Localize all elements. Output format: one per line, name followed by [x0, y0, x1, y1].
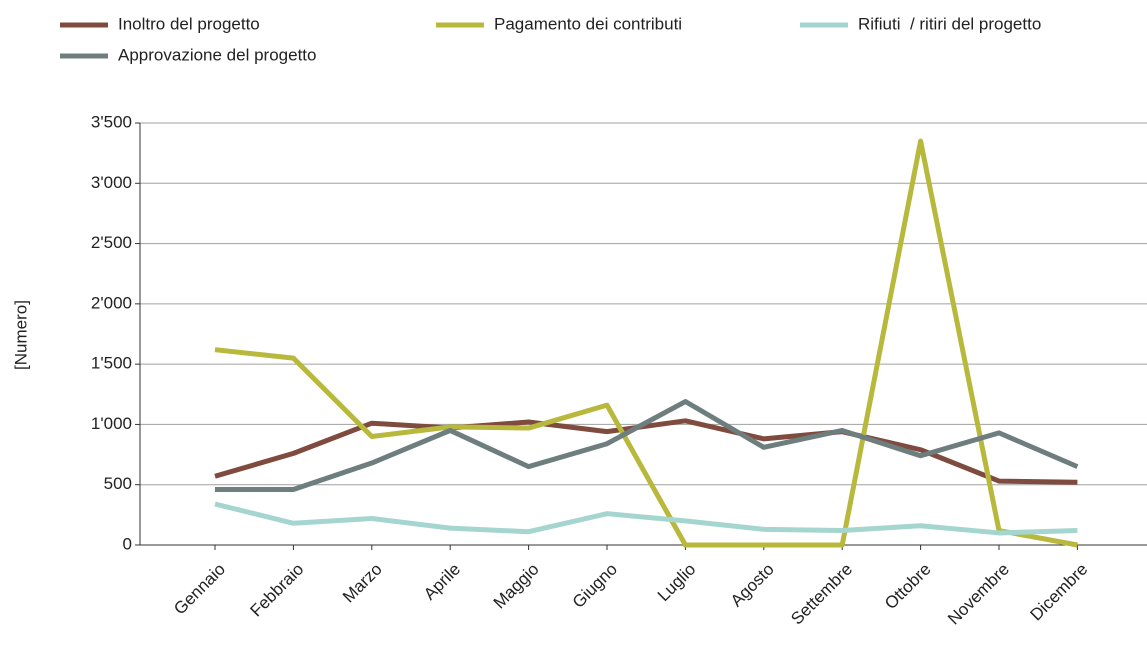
legend-label: Pagamento dei contributi — [494, 14, 682, 33]
x-tick-label: Aprile — [420, 560, 464, 604]
x-tick-label: Marzo — [339, 560, 386, 607]
x-tick-label: Luglio — [654, 560, 700, 606]
series-line — [214, 138, 1078, 548]
y-tick-label: 3'000 — [91, 173, 132, 192]
y-axis-label: [Numero] — [11, 300, 30, 370]
x-tick-label: Novembre — [944, 560, 1013, 629]
legend-label: Inoltro del progetto — [118, 14, 260, 33]
x-tick-label: Settembre — [787, 560, 856, 629]
series-line — [214, 418, 1078, 485]
y-tick-label: 2'000 — [91, 293, 132, 312]
legend-label: Rifiuti / ritiri del progetto — [858, 14, 1041, 33]
y-tick-label: 1'500 — [91, 354, 132, 373]
x-tick-label: Giugno — [569, 560, 621, 612]
series-line — [214, 501, 1078, 536]
x-tick-label: Agosto — [727, 560, 778, 611]
x-tick-label: Febbraio — [247, 560, 308, 621]
x-tick-label: Ottobre — [881, 560, 935, 614]
x-tick-label: Gennaio — [170, 560, 229, 619]
y-tick-label: 3'500 — [91, 112, 132, 131]
y-tick-label: 500 — [104, 474, 132, 493]
legend-label: Approvazione del progetto — [118, 45, 316, 64]
y-tick-label: 2'500 — [91, 233, 132, 252]
series-line — [215, 399, 1079, 493]
x-tick-label: Maggio — [490, 560, 543, 613]
y-tick-label: 0 — [123, 534, 132, 553]
y-tick-label: 1'000 — [91, 414, 132, 433]
x-tick-label: Dicembre — [1027, 560, 1092, 625]
